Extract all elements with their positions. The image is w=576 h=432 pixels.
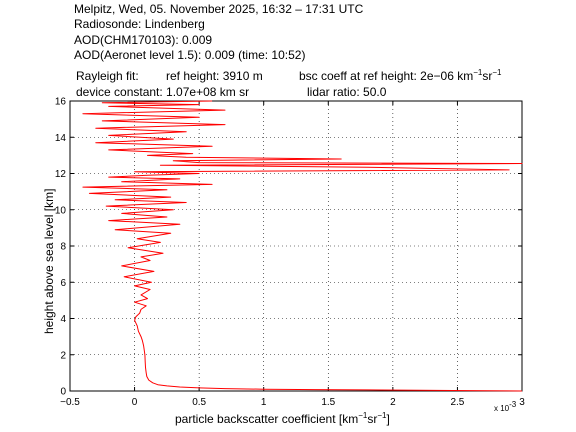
y-tick-label: 8 <box>60 242 66 253</box>
y-tick-label: 12 <box>55 169 67 180</box>
y-axis-ticks: 0 2 4 6 8 10 12 14 16 <box>55 97 522 398</box>
y-tick-label: 16 <box>55 97 67 108</box>
header-line-radiosonde: Radiosonde: Lindenberg <box>74 17 205 31</box>
x-axis-exponent: x 10-3 <box>494 400 517 413</box>
x-tick-label: 1.5 <box>321 397 335 408</box>
x-tick-label: 1 <box>261 397 267 408</box>
bsc-coeff-text: bsc coeff at ref height: 2e−06 km−1sr−1 <box>299 68 502 83</box>
header-line-location-time: Melpitz, Wed, 05. November 2025, 16:32 –… <box>74 2 364 16</box>
y-tick-label: 14 <box>55 133 67 144</box>
y-tick-label: 2 <box>60 350 66 361</box>
grid-lines <box>70 101 522 391</box>
y-tick-label: 10 <box>55 205 67 216</box>
profile-series <box>82 100 523 392</box>
header-block: Melpitz, Wed, 05. November 2025, 16:32 –… <box>74 2 502 99</box>
y-tick-label: 0 <box>60 387 66 398</box>
header-line-aod-chm: AOD(CHM170103): 0.009 <box>74 33 212 47</box>
header-line-aod-aeronet: AOD(Aeronet level 1.5): 0.009 (time: 10:… <box>74 48 305 62</box>
y-axis-label: height above sea level [km] <box>42 189 56 334</box>
lidar-ratio-text: lidar ratio: 50.0 <box>307 85 387 99</box>
x-axis-label: particle backscatter coefficient [km−1sr… <box>175 411 390 426</box>
device-constant-text: device constant: 1.07e+08 km sr <box>76 85 249 99</box>
x-tick-label: 0 <box>132 397 138 408</box>
y-tick-label: 6 <box>60 278 66 289</box>
x-tick-label: −0.5 <box>60 397 80 408</box>
x-tick-label: 2 <box>390 397 396 408</box>
rayleigh-fit-label: Rayleigh fit: <box>76 69 139 83</box>
y-tick-label: 4 <box>60 314 66 325</box>
ref-height-text: ref height: 3910 m <box>166 69 263 83</box>
x-tick-label: 2.5 <box>450 397 464 408</box>
x-tick-label: 0.5 <box>192 397 206 408</box>
x-tick-label: 3 <box>519 397 525 408</box>
backscatter-profile-line <box>82 100 523 392</box>
x-axis-ticks: −0.5 0 0.5 1 1.5 2 2.5 3 <box>60 101 525 408</box>
